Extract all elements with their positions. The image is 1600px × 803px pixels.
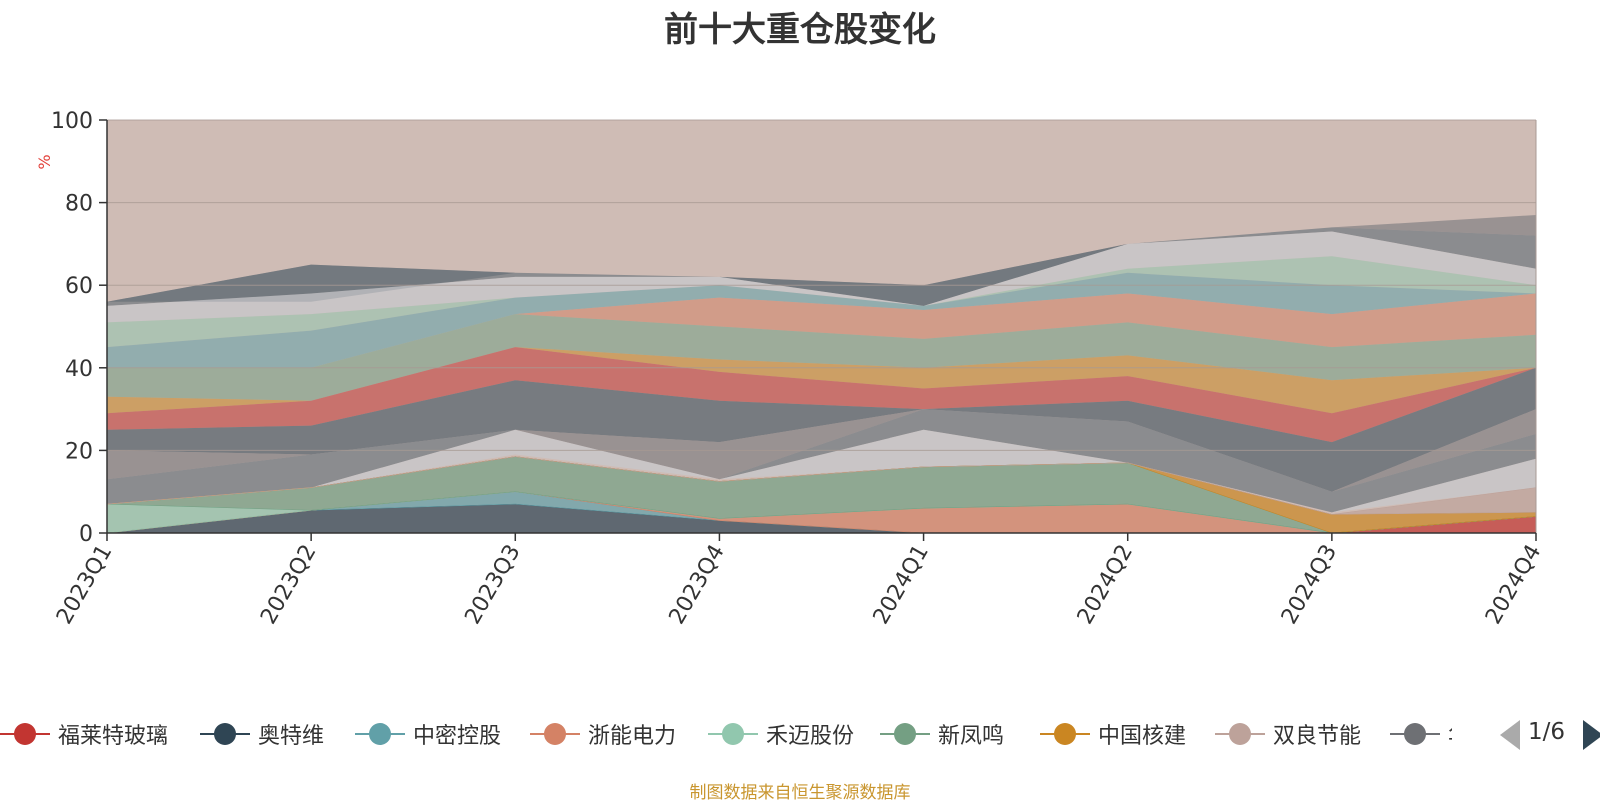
y-tick-label: 80	[65, 192, 93, 217]
x-tick-label: 2023Q2	[256, 541, 321, 629]
area-band	[107, 231, 1536, 323]
legend-dot	[1054, 723, 1076, 745]
x-tick-label: 2024Q3	[1277, 541, 1342, 629]
source-note: 制图数据来自恒生聚源数据库	[689, 783, 911, 803]
legend-next-page-button[interactable]	[1583, 720, 1600, 750]
legend-item[interactable]: 中国核建	[1040, 712, 1186, 756]
legend-label: 中密控股	[413, 724, 502, 749]
y-tick-label: 20	[65, 439, 93, 464]
area-band	[107, 227, 1536, 306]
legend-dot	[544, 723, 566, 745]
legend-marker-icon	[708, 712, 758, 756]
area-band	[107, 347, 1536, 414]
legend-marker-icon	[0, 712, 50, 756]
legend-item[interactable]: 华	[1390, 712, 1452, 756]
x-tick-label: 2023Q3	[460, 541, 525, 629]
legend-prev-page-button[interactable]	[1500, 720, 1520, 750]
y-tick-label: 40	[65, 357, 93, 382]
legend-label: 华	[1448, 718, 1452, 750]
y-tick-label: 100	[51, 109, 93, 134]
area-band	[107, 272, 1536, 368]
legend-item[interactable]: 福莱特玻璃	[0, 712, 168, 756]
x-tick-label: 2023Q4	[665, 541, 730, 629]
legend-item[interactable]: 新凤鸣	[880, 712, 1004, 756]
area-band	[107, 293, 1536, 368]
legend-label: 奥特维	[258, 724, 325, 749]
x-tick-label: 2023Q1	[52, 541, 117, 629]
legend-dot	[14, 723, 36, 745]
area-band	[107, 409, 1536, 513]
legend-label: 浙能电力	[588, 724, 677, 749]
legend-page-indicator: 1/6	[1528, 719, 1566, 745]
x-tick-label: 2024Q1	[869, 541, 934, 629]
x-tick-label: 2024Q2	[1073, 541, 1138, 629]
legend-label: 福莱特玻璃	[58, 724, 169, 749]
legend-marker-icon	[1040, 712, 1090, 756]
legend-item[interactable]: 双良节能	[1215, 712, 1361, 756]
legend-dot	[1404, 723, 1426, 745]
legend-item[interactable]: 中密控股	[355, 712, 501, 756]
legend-dot	[214, 723, 236, 745]
legend-marker-icon	[1215, 712, 1265, 756]
legend-dot	[894, 723, 916, 745]
x-tick-label: 2024Q4	[1481, 541, 1546, 629]
area-band	[107, 314, 1536, 401]
legend-item[interactable]: 浙能电力	[530, 712, 676, 756]
legend-marker-icon	[200, 712, 250, 756]
legend-dot	[722, 723, 744, 745]
legend-label: 新凤鸣	[938, 724, 1005, 749]
legend-marker-icon	[1390, 712, 1440, 756]
legend-item[interactable]: 禾迈股份	[708, 712, 854, 756]
legend-label: 禾迈股份	[766, 724, 855, 749]
area-band	[107, 367, 1536, 492]
area-band	[107, 409, 1536, 492]
legend-label: 双良节能	[1273, 724, 1362, 749]
area-band	[107, 347, 1536, 443]
gridlines-layer	[107, 119, 1537, 533]
area-band	[107, 256, 1536, 348]
legend: 福莱特玻璃 奥特维 中密控股 浙能电力 禾迈股份 新凤鸣 中国核建 双良节能 华	[0, 712, 1600, 756]
legend-dot	[1229, 723, 1251, 745]
y-tick-label: 60	[65, 274, 93, 299]
chart-title: 前十大重仓股变化	[664, 10, 936, 50]
legend-items-viewport: 福莱特玻璃 奥特维 中密控股 浙能电力 禾迈股份 新凤鸣 中国核建 双良节能 华	[0, 712, 1452, 756]
stacked-area-chart: 0 20 40 60 80 100 2023Q1 2023Q2 2023Q3 2023Q4 2024…	[35, 109, 1546, 629]
legend-item[interactable]: 奥特维	[200, 712, 324, 756]
legend-dot	[369, 723, 391, 745]
y-tick-label: 0	[79, 522, 93, 547]
legend-label: 中国核建	[1098, 724, 1187, 749]
legend-marker-icon	[880, 712, 930, 756]
y-axis-label: %	[35, 154, 54, 169]
legend-marker-icon	[530, 712, 580, 756]
legend-marker-icon	[355, 712, 405, 756]
